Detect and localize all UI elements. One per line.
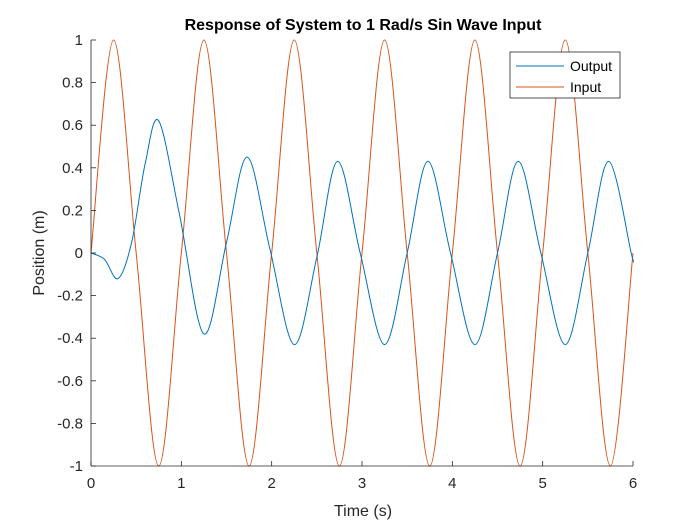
x-tick-label: 6 xyxy=(629,475,637,492)
y-tick-label: 0.6 xyxy=(62,117,83,134)
series-line-input xyxy=(90,39,634,467)
y-tick-label: 0.2 xyxy=(62,202,83,219)
y-tick-label: 0.8 xyxy=(62,75,83,92)
x-tick-label: 3 xyxy=(358,475,366,492)
y-axis-title: Position (m) xyxy=(31,210,48,295)
legend: Output Input xyxy=(509,51,621,99)
y-tick-label: -0.4 xyxy=(57,330,83,347)
y-tick-label: 1 xyxy=(75,32,83,49)
y-tick-label: -0.8 xyxy=(57,415,83,432)
y-tick-label: -1 xyxy=(70,458,83,475)
series-line-output xyxy=(90,118,635,346)
x-tick-label: 5 xyxy=(538,475,546,492)
chart-title: Response of System to 1 Rad/s Sin Wave I… xyxy=(185,17,542,34)
y-tick-label: 0 xyxy=(75,245,83,262)
x-tick-label: 0 xyxy=(87,475,95,492)
y-tick-label: -0.2 xyxy=(57,288,83,305)
legend-label-input: Input xyxy=(570,79,601,95)
x-axis-title: Time (s) xyxy=(334,503,392,520)
y-tick-label: 0.4 xyxy=(62,160,83,177)
legend-box xyxy=(509,51,621,99)
series-layer xyxy=(90,39,635,467)
x-tick-label: 4 xyxy=(448,475,456,492)
y-tick-label: -0.6 xyxy=(57,373,83,390)
tick-layer: 0 1 2 3 4 5 6 -1 -0.8 -0.6 -0.4 -0.2 0 0.2 0.4 0.6 0.8 1 xyxy=(57,32,637,492)
x-tick-label: 1 xyxy=(177,475,185,492)
legend-label-output: Output xyxy=(570,58,612,74)
x-tick-label: 2 xyxy=(267,475,275,492)
